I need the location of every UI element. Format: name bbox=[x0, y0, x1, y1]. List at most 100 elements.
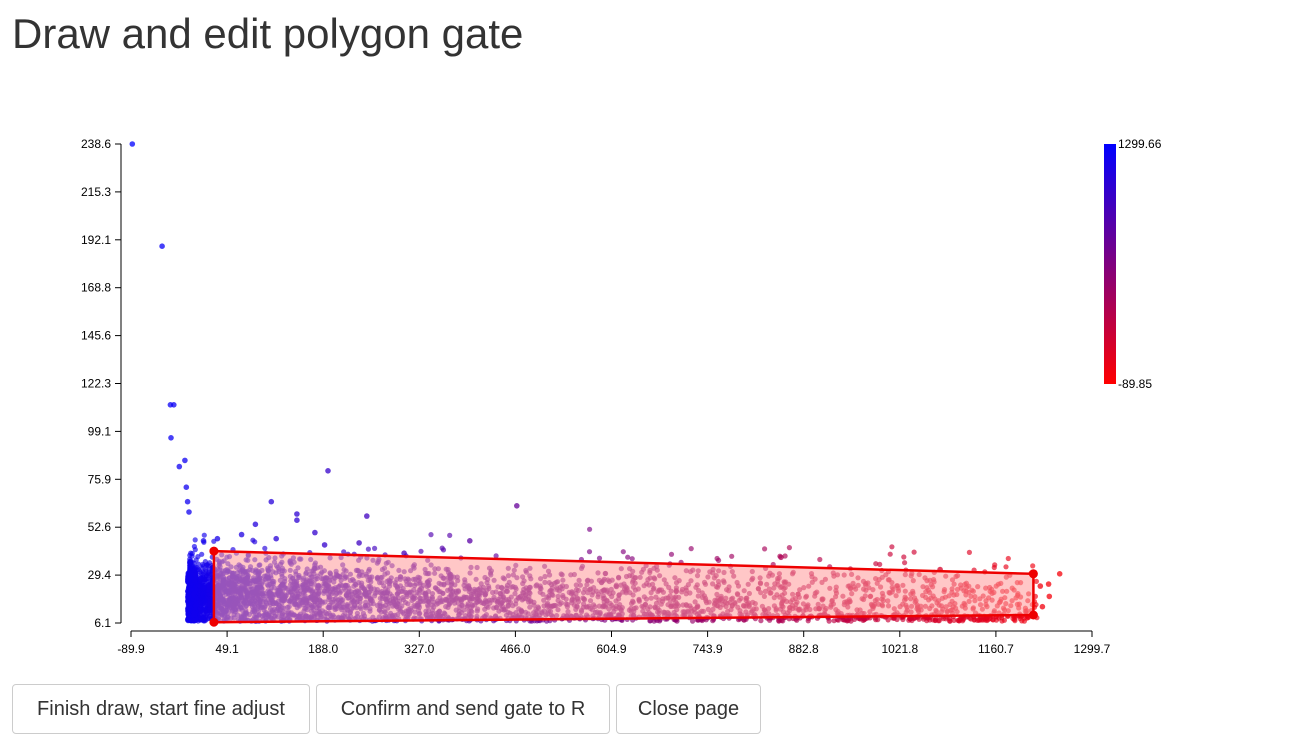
y-tick-label: 215.3 bbox=[81, 185, 111, 199]
data-point bbox=[493, 553, 499, 559]
data-point bbox=[184, 498, 191, 505]
x-tick-label: 604.9 bbox=[596, 642, 626, 656]
data-point bbox=[943, 616, 949, 622]
y-tick-label: 75.9 bbox=[88, 472, 112, 486]
colorbar-min-label: -89.85 bbox=[1118, 377, 1152, 391]
finish-draw-button[interactable]: Finish draw, start fine adjust bbox=[12, 684, 310, 734]
data-point bbox=[187, 613, 193, 619]
data-point bbox=[596, 555, 603, 561]
data-point bbox=[1033, 578, 1039, 585]
data-point bbox=[198, 607, 204, 613]
y-tick-label: 168.8 bbox=[81, 281, 111, 295]
data-point bbox=[1046, 593, 1053, 600]
x-tick-label: 882.8 bbox=[789, 642, 819, 656]
data-point bbox=[901, 554, 907, 560]
data-point bbox=[401, 550, 407, 556]
colorbar-max-label: 1299.66 bbox=[1118, 137, 1162, 151]
data-point bbox=[999, 618, 1005, 624]
data-point bbox=[171, 402, 177, 408]
data-point bbox=[873, 561, 879, 567]
data-point bbox=[201, 532, 207, 538]
data-point bbox=[238, 531, 245, 538]
gate-vertices[interactable] bbox=[209, 546, 1038, 627]
data-point bbox=[176, 463, 183, 470]
data-point bbox=[447, 532, 453, 539]
close-page-button[interactable]: Close page bbox=[616, 684, 761, 734]
data-point bbox=[1039, 603, 1046, 610]
data-point bbox=[688, 546, 694, 552]
data-point bbox=[835, 617, 842, 623]
data-point bbox=[902, 560, 908, 566]
data-point bbox=[193, 602, 199, 609]
data-point bbox=[204, 561, 210, 568]
data-point bbox=[1003, 564, 1009, 570]
page-title: Draw and edit polygon gate bbox=[12, 10, 524, 57]
y-tick-label: 145.6 bbox=[81, 329, 111, 343]
data-point bbox=[312, 529, 318, 536]
data-point bbox=[192, 547, 198, 553]
data-point bbox=[198, 616, 204, 623]
data-point bbox=[183, 484, 190, 491]
data-point bbox=[186, 594, 192, 600]
data-point bbox=[831, 618, 837, 624]
data-point bbox=[321, 542, 328, 548]
data-point bbox=[629, 556, 635, 562]
data-point bbox=[786, 545, 793, 551]
data-point bbox=[199, 595, 205, 601]
data-point bbox=[911, 549, 917, 555]
data-point bbox=[620, 549, 626, 555]
data-point bbox=[889, 544, 895, 550]
data-point bbox=[985, 617, 991, 623]
gate-vertex-handle[interactable] bbox=[209, 546, 219, 556]
y-tick-label: 238.6 bbox=[81, 137, 111, 151]
polygon-gate[interactable] bbox=[212, 549, 1035, 624]
x-tick-label: -89.9 bbox=[117, 642, 145, 656]
gate-vertex-handle[interactable] bbox=[1028, 569, 1038, 579]
gate-vertex-handle[interactable] bbox=[1028, 610, 1038, 620]
data-point bbox=[690, 618, 696, 624]
data-point bbox=[208, 591, 214, 597]
data-point bbox=[947, 618, 953, 624]
data-point bbox=[514, 503, 520, 509]
data-point bbox=[668, 551, 675, 557]
data-point bbox=[356, 540, 362, 546]
axes: -89.9 49.1 188.0 327.0 466.0 604.9 743.9 882.8 1… bbox=[81, 137, 1111, 656]
y-tick-label: 192.1 bbox=[81, 233, 111, 247]
x-tick-label: 327.0 bbox=[404, 642, 434, 656]
data-point bbox=[966, 549, 973, 556]
data-point bbox=[191, 590, 197, 596]
data-point bbox=[894, 616, 900, 623]
data-point bbox=[199, 551, 205, 557]
confirm-send-gate-button[interactable]: Confirm and send gate to R bbox=[316, 684, 610, 734]
data-point bbox=[873, 617, 879, 623]
data-point bbox=[1056, 571, 1063, 577]
data-point bbox=[909, 617, 915, 624]
data-point bbox=[198, 575, 204, 581]
data-point bbox=[192, 572, 198, 578]
data-point bbox=[877, 561, 883, 568]
y-tick-label: 52.6 bbox=[88, 520, 112, 534]
data-point bbox=[197, 583, 203, 589]
data-point bbox=[1037, 583, 1044, 589]
data-point bbox=[968, 616, 974, 622]
data-point bbox=[341, 549, 347, 555]
data-point bbox=[195, 561, 202, 567]
gate-vertex-handle[interactable] bbox=[209, 617, 219, 627]
gate-scatter-plot[interactable]: -89.9 49.1 188.0 327.0 466.0 604.9 743.9 882.8 1… bbox=[0, 0, 1305, 680]
data-point bbox=[887, 551, 893, 557]
scatter-points bbox=[129, 141, 1063, 624]
data-point bbox=[129, 141, 136, 147]
data-point bbox=[587, 526, 593, 532]
data-point bbox=[325, 468, 331, 474]
data-point bbox=[168, 435, 174, 441]
data-point bbox=[365, 546, 371, 552]
data-point bbox=[991, 564, 997, 571]
data-point bbox=[714, 555, 720, 562]
colorbar: 1299.66 -89.85 bbox=[1104, 137, 1162, 391]
data-point bbox=[200, 538, 207, 544]
data-point bbox=[192, 537, 198, 543]
data-point bbox=[817, 556, 823, 563]
data-point bbox=[1030, 563, 1036, 569]
x-tick-label: 1160.7 bbox=[978, 642, 1014, 656]
data-point bbox=[851, 616, 858, 623]
